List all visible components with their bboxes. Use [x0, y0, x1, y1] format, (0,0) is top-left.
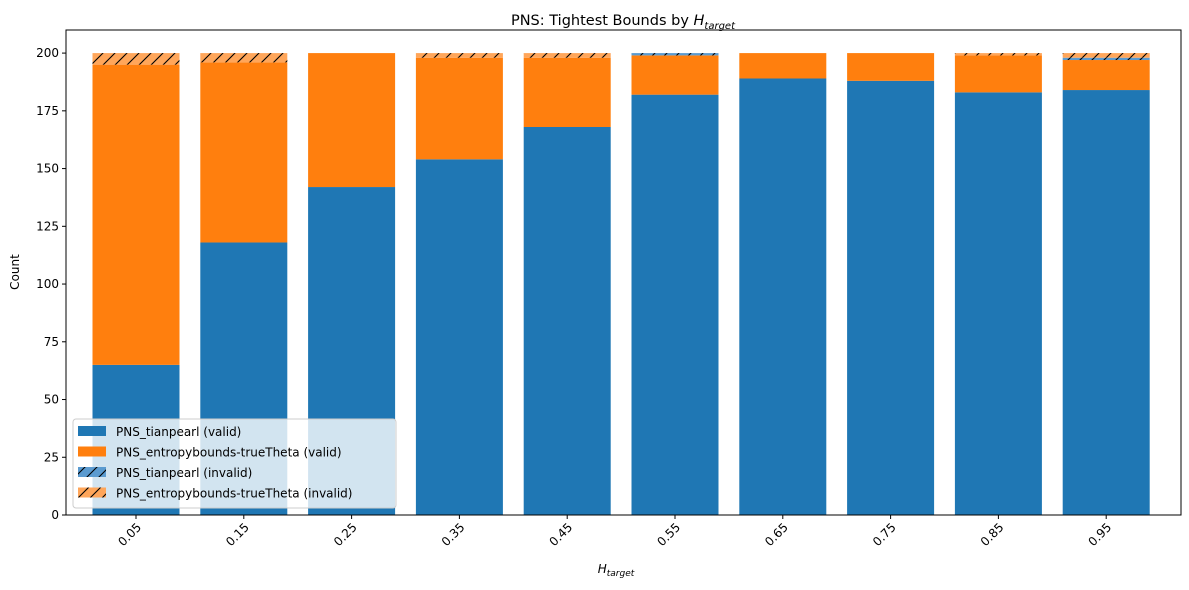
x-tick-label: 0.75 [870, 520, 899, 549]
bar-0.65-series-1 [739, 78, 827, 515]
chart-title: PNS: Tightest Bounds by Htarget [511, 13, 736, 32]
x-tick-label: 0.65 [762, 520, 791, 549]
y-axis-label: Count [8, 254, 22, 290]
bar-0.85-series-2 [954, 55, 1042, 93]
x-tick-label: 0.05 [115, 520, 144, 549]
y-tick-label: 100 [36, 277, 59, 291]
bar-0.65-series-2 [739, 53, 827, 79]
legend-label: PNS_entropybounds-trueTheta (invalid) [116, 487, 352, 501]
bar-0.55-series-1 [631, 94, 719, 516]
x-tick-label: 0.55 [654, 520, 683, 549]
x-tick-label: 0.35 [439, 520, 468, 549]
x-axis-label: Htarget [598, 562, 635, 579]
x-tick-label: 0.45 [547, 520, 576, 549]
bar-0.35-series-1 [415, 159, 503, 516]
y-tick-label: 25 [44, 450, 59, 464]
bar-0.75-series-1 [847, 80, 935, 516]
bars-layer [92, 53, 1150, 516]
y-tick-label: 150 [36, 162, 59, 176]
y-tick-label: 200 [36, 46, 59, 60]
x-tick-label: 0.85 [978, 520, 1007, 549]
y-tick-label: 50 [44, 393, 59, 407]
bar-hatch-0.55-series-3 [631, 53, 719, 56]
bar-0.45-series-2 [523, 57, 611, 127]
y-tick-label: 75 [44, 335, 59, 349]
bar-0.05-series-2 [92, 64, 180, 365]
bar-0.15-series-2 [200, 62, 288, 243]
legend-label: PNS_entropybounds-trueTheta (valid) [116, 446, 342, 460]
y-tick-label: 0 [51, 508, 59, 522]
legend-swatch-hatch [78, 487, 106, 498]
bar-0.55-series-2 [631, 55, 719, 95]
bar-hatch-0.85-series-4 [954, 53, 1042, 56]
chart-title-math-sub: target [704, 21, 736, 32]
bar-hatch-0.95-series-3 [1062, 57, 1150, 61]
bar-0.45-series-1 [523, 127, 611, 515]
plot-frame [65, 29, 1182, 516]
x-tick-label: 0.25 [331, 520, 360, 549]
bar-0.85-series-1 [954, 92, 1042, 515]
legend-swatch-hatch [78, 467, 106, 477]
chart-title-math: H [694, 13, 705, 29]
x-axis: 0.05 0.15 0.25 0.35 0.45 0.55 0.65 0.75 0.85 0.95 [115, 515, 1114, 549]
legend-frame [72, 418, 397, 509]
bar-0.25-series-2 [308, 53, 396, 188]
bar-hatch-0.35-series-4 [415, 53, 503, 58]
y-axis: 0 25 50 75 100 125 150 175 200 [36, 46, 66, 522]
bar-hatch-0.45-series-4 [523, 53, 611, 58]
bar-hatch-0.05-series-4 [92, 53, 180, 65]
legend-label: PNS_tianpearl (invalid) [116, 466, 252, 480]
bar-0.95-series-2 [1062, 60, 1150, 91]
bar-0.95-series-1 [1062, 90, 1150, 516]
legend-swatch [78, 426, 106, 436]
bar-0.35-series-2 [415, 57, 503, 160]
bar-hatch-0.15-series-4 [200, 53, 288, 63]
chart-title-text: PNS: Tightest Bounds by [511, 13, 694, 29]
legend-label: PNS_tianpearl (valid) [116, 425, 241, 439]
legend: PNS_tianpearl (valid) PNS_entropybounds-t… [72, 418, 397, 509]
x-axis-label-sub: target [607, 569, 635, 579]
x-axis-label-main: H [598, 562, 607, 576]
bar-0.75-series-2 [847, 53, 935, 81]
y-tick-label: 175 [36, 104, 59, 118]
legend-swatch [78, 446, 106, 457]
y-tick-label: 125 [36, 219, 59, 233]
x-tick-label: 0.15 [223, 520, 252, 549]
bar-hatch-0.95-series-4 [1062, 53, 1150, 58]
x-tick-label: 0.95 [1086, 520, 1115, 549]
